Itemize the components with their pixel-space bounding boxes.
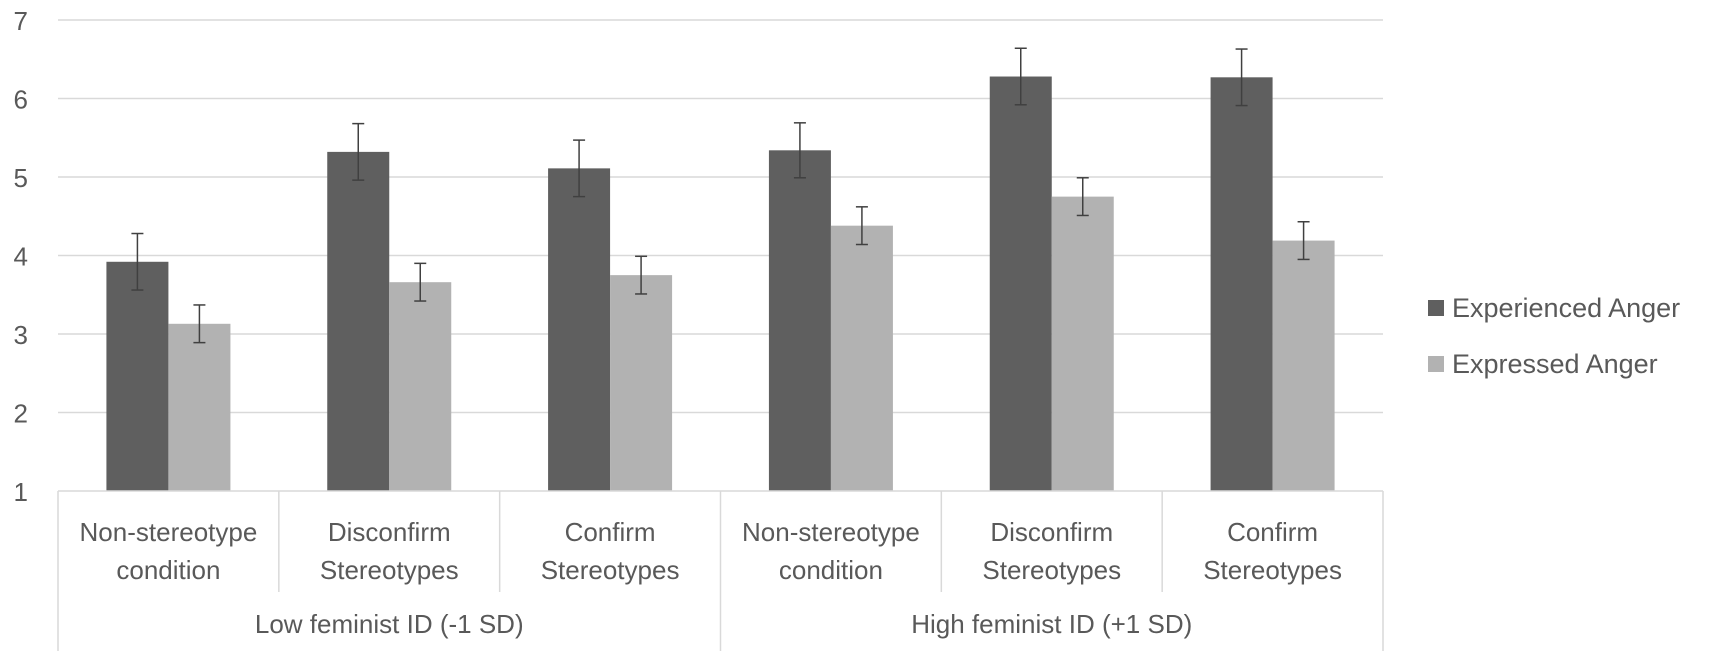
bar bbox=[1210, 77, 1273, 492]
legend-label-expressed-anger: Expressed Anger bbox=[1452, 348, 1658, 379]
bar bbox=[989, 76, 1052, 492]
bar bbox=[106, 261, 169, 491]
legend-item-experienced-anger: Experienced Anger bbox=[1428, 280, 1680, 336]
category-label: Confirm bbox=[565, 517, 656, 547]
y-tick-label: 3 bbox=[14, 320, 28, 350]
category-label: Confirm bbox=[1227, 517, 1318, 547]
legend-item-expressed-anger: Expressed Anger bbox=[1428, 336, 1680, 392]
legend-swatch-expressed-anger bbox=[1428, 356, 1444, 372]
y-tick-label: 4 bbox=[14, 242, 28, 272]
y-tick-label: 1 bbox=[14, 477, 28, 507]
bar bbox=[610, 275, 673, 491]
bar bbox=[389, 282, 452, 491]
y-tick-label: 7 bbox=[14, 6, 28, 36]
group-label: High feminist ID (+1 SD) bbox=[911, 609, 1192, 639]
legend-swatch-experienced-anger bbox=[1428, 300, 1444, 316]
bar bbox=[1272, 240, 1335, 491]
legend-label-experienced-anger: Experienced Anger bbox=[1452, 292, 1681, 323]
y-tick-label: 2 bbox=[14, 399, 28, 429]
bar bbox=[830, 225, 893, 492]
group-label: Low feminist ID (-1 SD) bbox=[255, 609, 524, 639]
category-label: Stereotypes bbox=[541, 555, 680, 585]
bar bbox=[327, 151, 390, 491]
legend: Experienced Anger Expressed Anger bbox=[1428, 280, 1680, 392]
category-label: Stereotypes bbox=[320, 555, 459, 585]
bar bbox=[168, 323, 231, 491]
y-tick-label: 5 bbox=[14, 163, 28, 193]
category-label: Disconfirm bbox=[328, 517, 451, 547]
bar bbox=[1051, 196, 1114, 491]
category-label: Non-stereotype bbox=[80, 517, 258, 547]
category-label: condition bbox=[779, 555, 883, 585]
category-label: Stereotypes bbox=[1203, 555, 1342, 585]
category-label: Non-stereotype bbox=[742, 517, 920, 547]
category-label: Stereotypes bbox=[982, 555, 1121, 585]
bar bbox=[768, 150, 831, 491]
category-label: Disconfirm bbox=[990, 517, 1113, 547]
y-tick-label: 6 bbox=[14, 85, 28, 115]
bar bbox=[548, 168, 611, 492]
category-label: condition bbox=[116, 555, 220, 585]
